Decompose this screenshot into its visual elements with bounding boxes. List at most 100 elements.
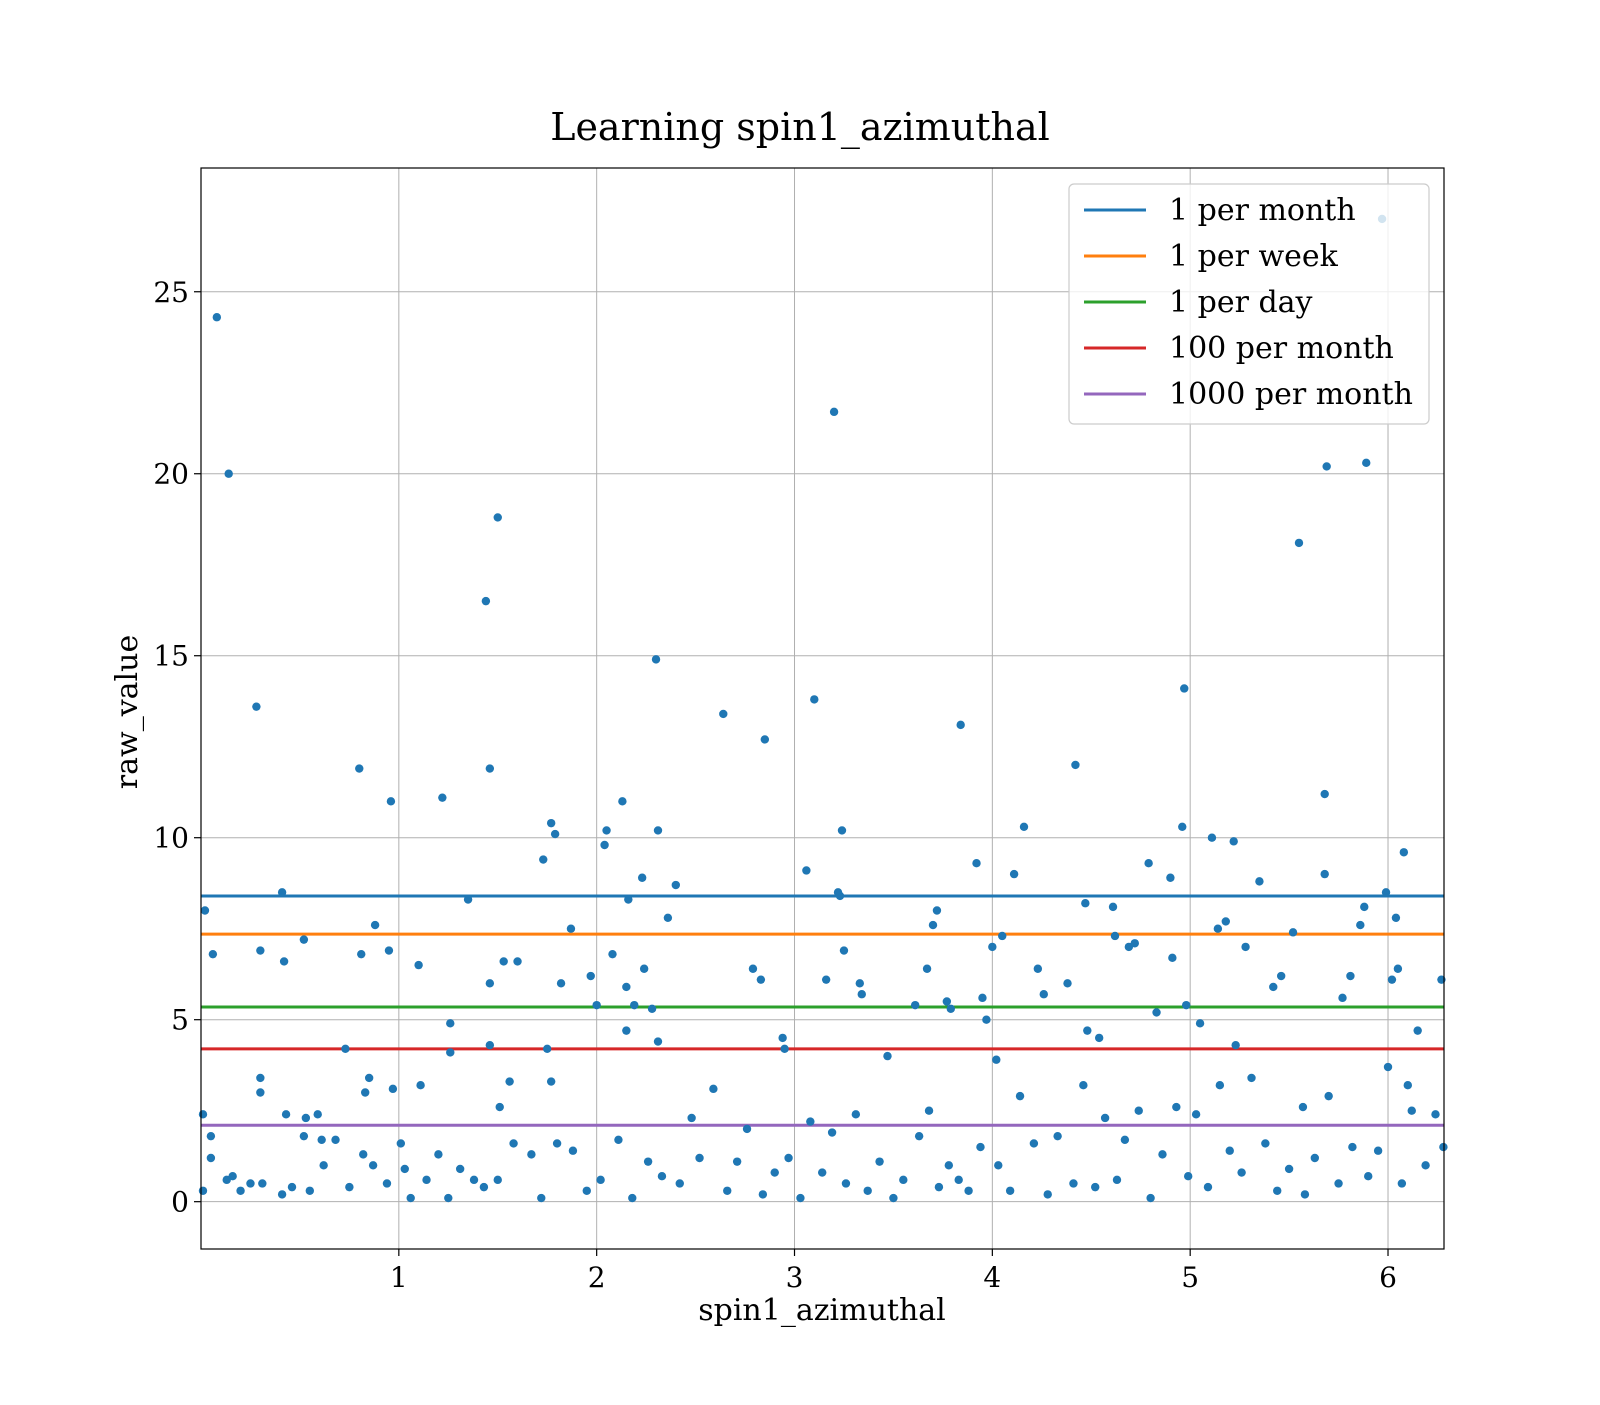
- data-point: [1091, 1182, 1100, 1192]
- data-points: [198, 214, 1448, 1203]
- data-point: [982, 1015, 991, 1024]
- data-point: [928, 920, 938, 930]
- legend-items: 1 per month 1 per week 1 per day 100 per mo…: [1084, 193, 1413, 412]
- data-point: [299, 935, 309, 944]
- data-point: [1294, 538, 1304, 548]
- legend-label: 1 per day: [1169, 285, 1313, 320]
- data-point: [208, 949, 218, 959]
- data-point: [1178, 822, 1187, 831]
- data-point: [1069, 1179, 1078, 1188]
- data-point: [252, 702, 261, 711]
- data-point: [319, 1161, 328, 1170]
- data-point: [1005, 1186, 1015, 1195]
- data-point: [1269, 982, 1278, 992]
- data-point: [258, 1179, 267, 1188]
- data-point: [806, 1117, 815, 1126]
- data-point: [964, 1186, 973, 1195]
- data-point: [1310, 1153, 1320, 1163]
- data-point: [742, 1124, 752, 1134]
- data-point: [485, 764, 495, 773]
- data-point: [438, 793, 447, 802]
- data-point: [1158, 1150, 1167, 1159]
- y-tick-label: 15: [153, 640, 189, 673]
- data-point: [1144, 858, 1153, 868]
- data-point: [829, 407, 839, 417]
- data-point: [539, 855, 548, 864]
- data-point: [256, 1073, 265, 1083]
- data-point: [821, 975, 831, 984]
- data-point: [624, 895, 633, 904]
- data-point: [818, 1168, 827, 1177]
- data-point: [671, 880, 681, 890]
- data-point: [1387, 975, 1397, 984]
- data-point: [206, 1131, 216, 1141]
- chart-title: Learning spin1_azimuthal: [550, 105, 1050, 150]
- data-point: [657, 1172, 667, 1181]
- data-point: [1356, 920, 1365, 930]
- data-point: [485, 1040, 495, 1050]
- data-point: [1108, 902, 1118, 912]
- data-point: [592, 1000, 601, 1010]
- data-point: [1407, 1106, 1416, 1115]
- data-point: [305, 1186, 315, 1195]
- data-point: [946, 1004, 955, 1013]
- data-point: [653, 826, 663, 835]
- data-point: [758, 1190, 768, 1199]
- data-point: [455, 1164, 465, 1174]
- data-point: [556, 979, 566, 988]
- data-point: [493, 1175, 502, 1185]
- data-point: [1039, 990, 1048, 999]
- data-point: [1288, 928, 1298, 937]
- data-point: [317, 1135, 326, 1145]
- data-point: [602, 826, 611, 835]
- data-point: [359, 1150, 368, 1159]
- legend-label: 100 per month: [1169, 331, 1394, 366]
- data-point: [1146, 1193, 1155, 1203]
- data-point: [1207, 833, 1217, 842]
- data-point: [1241, 942, 1250, 952]
- data-point: [357, 949, 366, 959]
- y-tick-label: 5: [171, 1004, 189, 1037]
- data-point: [1081, 899, 1090, 908]
- data-point: [1255, 877, 1264, 886]
- data-point: [1413, 1026, 1422, 1035]
- data-point: [1191, 1110, 1201, 1119]
- data-point: [499, 957, 508, 966]
- data-point: [1399, 848, 1409, 857]
- y-axis-label: raw_value: [110, 635, 145, 789]
- data-point: [756, 975, 766, 984]
- data-point: [899, 1175, 908, 1185]
- data-point: [1015, 1091, 1025, 1101]
- data-point: [600, 840, 609, 850]
- data-point: [622, 1026, 631, 1035]
- data-point: [732, 1157, 742, 1166]
- data-point: [1019, 822, 1029, 831]
- data-point: [1203, 1182, 1213, 1192]
- data-point: [1225, 1146, 1234, 1155]
- data-point: [976, 1142, 985, 1152]
- data-point: [1231, 1040, 1240, 1050]
- data-point: [493, 513, 502, 522]
- data-point: [513, 957, 522, 966]
- data-point: [384, 946, 394, 955]
- data-point: [200, 906, 210, 915]
- data-point: [1348, 1142, 1357, 1152]
- data-point: [277, 888, 287, 897]
- data-point: [1053, 1131, 1062, 1141]
- data-point: [978, 993, 987, 1003]
- y-tick-label: 10: [153, 822, 189, 855]
- data-point: [1112, 1175, 1122, 1185]
- data-point: [922, 964, 932, 973]
- data-point: [748, 964, 758, 973]
- data-point: [246, 1179, 255, 1188]
- data-point: [277, 1190, 287, 1199]
- data-point: [228, 1172, 237, 1181]
- data-point: [1364, 1172, 1373, 1181]
- data-point: [770, 1168, 779, 1177]
- data-point: [857, 990, 866, 999]
- data-point: [368, 1161, 378, 1170]
- data-point: [1120, 1135, 1130, 1145]
- data-point: [582, 1186, 591, 1195]
